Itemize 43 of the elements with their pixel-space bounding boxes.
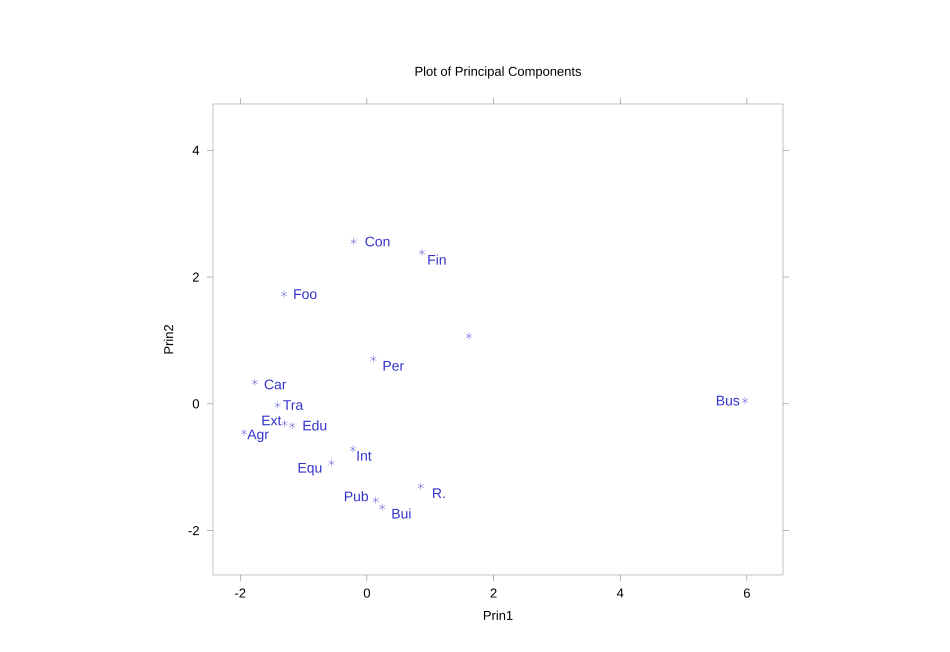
y-tick-label: -2: [188, 526, 199, 536]
annotation: Car: [264, 379, 286, 390]
y-tick-label: 2: [192, 272, 199, 282]
annotation: Foo: [294, 289, 317, 300]
point: [240, 428, 248, 436]
annotation: R.: [433, 488, 445, 498]
x-tick-label: 6: [744, 588, 750, 598]
x-tick-label: -2: [235, 588, 246, 598]
y-tick-label: 4: [192, 146, 200, 155]
point: [281, 420, 288, 428]
chart-title: Plot of Principal Components: [416, 66, 582, 78]
point: [350, 238, 357, 246]
x-axis-title: Prin1: [484, 610, 512, 620]
x-tick-label: 2: [490, 588, 497, 598]
y-tick-label: 0: [192, 399, 199, 408]
point: [372, 496, 380, 504]
annotation: Bui: [392, 508, 410, 519]
annotation: Equ: [298, 462, 322, 476]
annotation: Ext: [262, 416, 282, 426]
point: [328, 459, 335, 466]
point: [252, 378, 258, 386]
y-axis-title: Prin2: [164, 325, 174, 354]
point: [280, 290, 288, 298]
annotation: Con: [365, 236, 390, 246]
annotation: Pub: [344, 491, 368, 502]
point: [418, 248, 426, 256]
annotation: Tra: [283, 400, 304, 410]
point: [418, 482, 424, 490]
point: [288, 422, 296, 430]
point: [742, 396, 748, 404]
point: [274, 401, 281, 409]
annotation: Per: [384, 361, 404, 371]
point: [350, 445, 356, 453]
annotation: Bus: [716, 396, 740, 406]
annotation: Edu: [303, 420, 326, 431]
point: [370, 355, 376, 363]
x-tick-label: 4: [616, 588, 624, 598]
x-tick-label: 0: [364, 588, 370, 598]
annotation: Agr: [247, 430, 269, 442]
annotation: Int: [357, 451, 372, 461]
point: [466, 332, 472, 340]
annotation: Fin: [428, 254, 446, 265]
point: [378, 503, 386, 511]
